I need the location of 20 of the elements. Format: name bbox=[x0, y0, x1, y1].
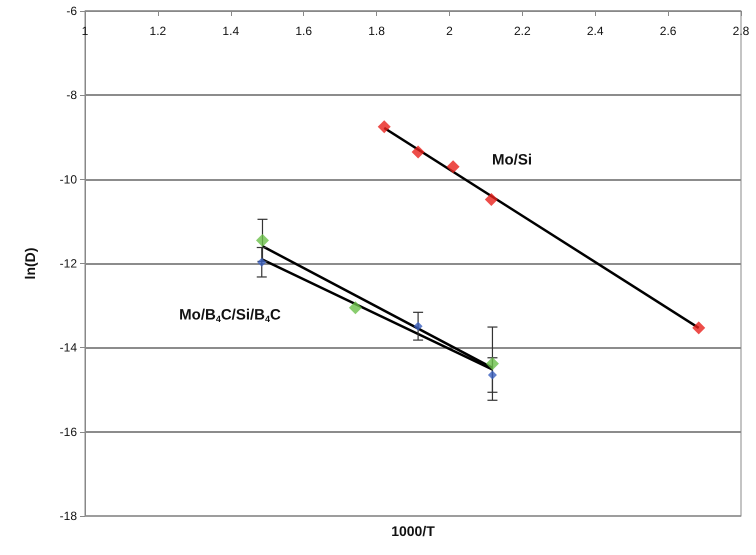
y-tick-label: -18 bbox=[60, 509, 78, 523]
x-tick-label: 2.6 bbox=[660, 24, 677, 38]
x-tick-label: 2 bbox=[446, 24, 454, 38]
y-tick-label: -10 bbox=[60, 172, 78, 186]
x-tick-label: 2.2 bbox=[514, 24, 531, 38]
x-tick-label: 2.4 bbox=[586, 24, 604, 38]
x-tick-label: 1.8 bbox=[368, 24, 386, 38]
x-tick-label: 1.2 bbox=[150, 24, 167, 38]
y-tick-label: -14 bbox=[60, 340, 78, 355]
x-tick-label: 1.6 bbox=[295, 24, 312, 38]
x-tick-label: 1 bbox=[82, 24, 89, 38]
y-tick-label: -6 bbox=[66, 4, 78, 18]
y-axis-title: ln(D) bbox=[22, 248, 38, 280]
annotation: Mo/Si bbox=[492, 152, 532, 168]
y-tick-label: -8 bbox=[66, 88, 78, 102]
x-tick-label: 1.4 bbox=[222, 24, 240, 38]
y-tick-label: -12 bbox=[60, 256, 78, 270]
y-tick-label: -16 bbox=[60, 424, 78, 439]
x-axis-title: 1000/T bbox=[391, 523, 436, 539]
x-tick-label: 2.8 bbox=[732, 24, 750, 38]
